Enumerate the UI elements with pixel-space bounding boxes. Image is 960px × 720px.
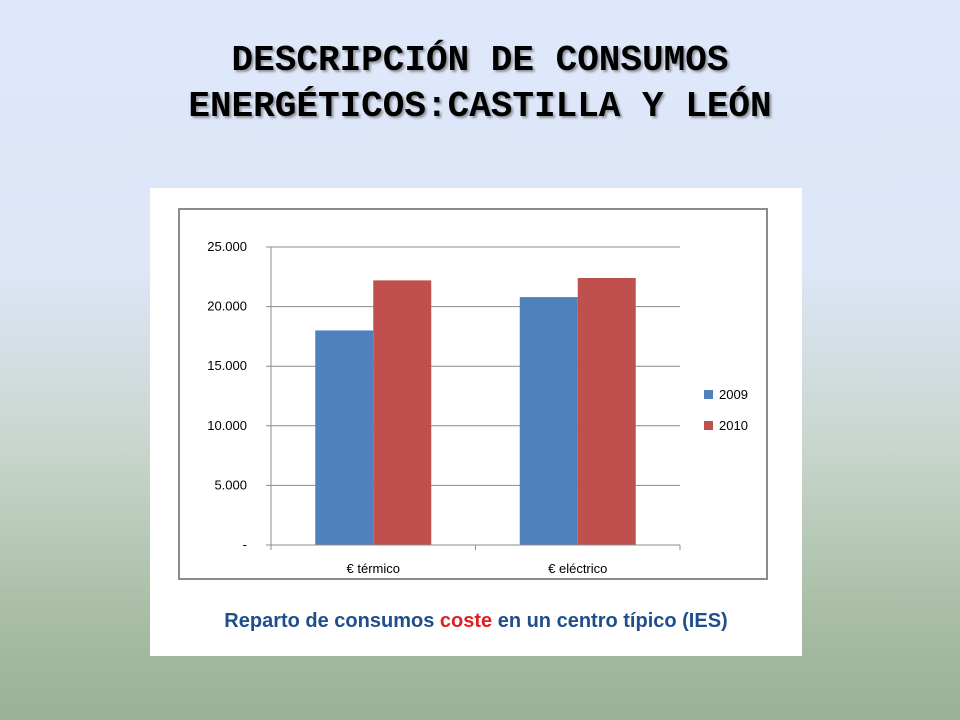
chart-panel: - 5.000 10.000 15.000 20.000 25.000 € térmico €… [150,188,802,656]
legend-label-2009: 2009 [719,387,748,402]
slide-title-line-2: ENERGÉTICOS:CASTILLA Y LEÓN [188,86,772,127]
bar-2009 [519,297,578,545]
bar-2010 [577,277,636,545]
x-category-label: € térmico [347,561,400,576]
y-tick-label: 10.000 [207,418,247,433]
slide-title: DESCRIPCIÓN DE CONSUMOS ENERGÉTICOS:CAST… [0,38,960,130]
x-category-label: € eléctrico [548,561,607,576]
chart-frame: - 5.000 10.000 15.000 20.000 25.000 € térmico €… [178,208,768,580]
caption-highlight: coste [439,610,493,632]
caption-text-end: en un centro típico (IES) [492,610,728,632]
legend-swatch-2010 [704,421,713,430]
y-tick-label: 5.000 [214,477,247,492]
chart-caption: Reparto de consumos coste en un centro t… [150,610,802,633]
legend-label-2010: 2010 [719,418,748,433]
y-tick-label: 25.000 [207,239,247,254]
bar-2009 [315,330,374,545]
bar-chart: - 5.000 10.000 15.000 20.000 25.000 € térmico €… [207,239,748,576]
legend-swatch-2009 [704,390,713,399]
caption-text-start: Reparto de consumos [224,610,440,632]
slide-title-line-1: DESCRIPCIÓN DE CONSUMOS [231,40,729,81]
y-tick-label: - [243,537,247,552]
y-tick-label: 20.000 [207,299,247,314]
y-tick-label: 15.000 [207,358,247,373]
bar-2010 [373,280,432,545]
